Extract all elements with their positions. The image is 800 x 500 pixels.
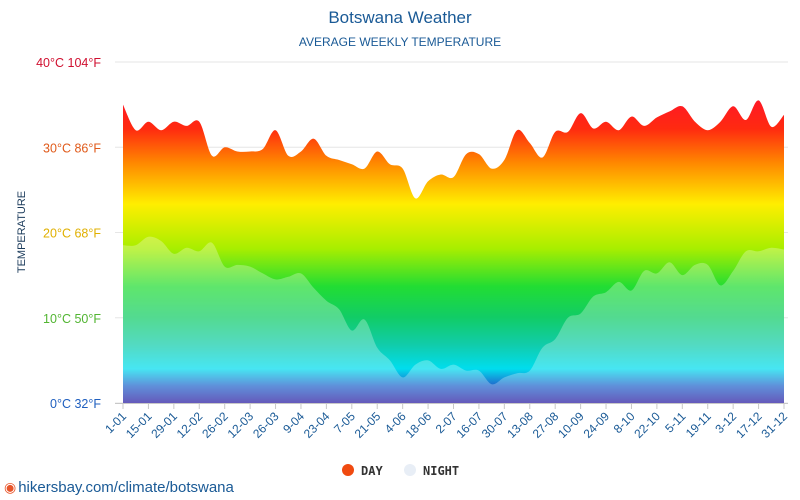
y-axis-ticks: 0°C 32°F 10°C 50°F 20°C 68°F 30°C 86°F 40°C …	[36, 56, 101, 411]
x-tick-label: 21-05	[352, 409, 384, 441]
legend-night[interactable]: NIGHT	[404, 464, 459, 478]
x-tick-label: 26-02	[199, 409, 231, 441]
legend-day-marker	[342, 464, 354, 476]
y-tick-label: 40°C 104°F	[36, 56, 101, 70]
legend-night-marker	[404, 464, 416, 476]
x-tick-label: 22-10	[631, 409, 663, 441]
source-link-text: hikersbay.com/climate/botswana	[18, 479, 234, 496]
x-tick-label: 31-12	[759, 409, 791, 441]
x-tick-label: 18-06	[403, 409, 435, 441]
y-tick-label: 10°C 50°F	[43, 312, 101, 326]
day-area	[123, 100, 784, 404]
y-tick-label: 0°C 32°F	[50, 397, 101, 411]
x-tick-label: 10-09	[555, 409, 587, 441]
x-tick-label: 12-02	[174, 409, 206, 441]
x-tick-label: 24-09	[581, 409, 613, 441]
night-band	[123, 236, 784, 403]
x-tick-label: 13-08	[504, 409, 536, 441]
chart-subtitle: AVERAGE WEEKLY TEMPERATURE	[299, 35, 501, 49]
chart-title: Botswana Weather	[328, 8, 472, 27]
x-tick-label: 30-07	[479, 409, 511, 441]
x-tick-label: 15-01	[123, 409, 155, 441]
y-tick-label: 30°C 86°F	[43, 141, 101, 155]
y-tick-label: 20°C 68°F	[43, 227, 101, 241]
map-pin-icon: ◉	[4, 479, 17, 495]
x-tick-label: 12-03	[225, 409, 257, 441]
x-tick-label: 27-08	[530, 409, 562, 441]
y-axis-label: TEMPERATURE	[16, 191, 28, 273]
x-tick-label: 17-12	[733, 409, 765, 441]
source-link[interactable]: ◉ hikersbay.com/climate/botswana	[4, 479, 234, 496]
legend-day[interactable]: DAY	[342, 464, 383, 478]
x-tick-label: 19-11	[683, 409, 714, 440]
legend-day-label: DAY	[361, 464, 383, 478]
legend: DAY NIGHT	[342, 464, 459, 478]
x-axis-ticks: 1-0115-0129-0112-0226-0212-0326-039-0423…	[102, 403, 790, 441]
x-tick-label: 29-01	[148, 409, 180, 441]
x-tick-label: 16-07	[453, 409, 485, 441]
x-tick-label: 26-03	[250, 409, 282, 441]
x-tick-label: 23-04	[301, 409, 333, 441]
legend-night-label: NIGHT	[423, 464, 459, 478]
